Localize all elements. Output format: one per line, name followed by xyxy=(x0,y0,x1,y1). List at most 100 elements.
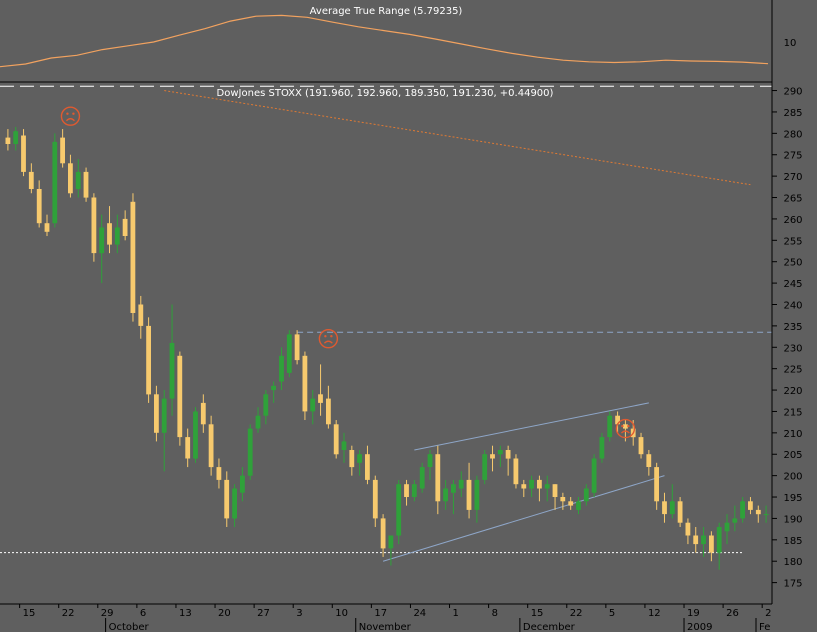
candle-body xyxy=(591,458,597,493)
trendline xyxy=(382,475,665,562)
sad-face-icon xyxy=(318,329,339,349)
x-month-label: December xyxy=(523,622,576,632)
candle-body xyxy=(654,467,659,502)
candle-body xyxy=(662,501,667,515)
candle-body xyxy=(36,189,42,224)
candle-body xyxy=(177,355,183,438)
candle-body xyxy=(677,501,683,523)
sad-faces xyxy=(60,106,636,439)
candle-body xyxy=(169,343,175,399)
candle-body xyxy=(13,131,19,144)
candle xyxy=(68,154,73,198)
candle-body xyxy=(255,415,261,429)
candle-body xyxy=(240,475,245,493)
candle-body xyxy=(388,535,394,549)
candle-body xyxy=(607,415,613,438)
candle xyxy=(138,295,144,339)
candle xyxy=(271,381,276,403)
candle-body xyxy=(114,227,120,245)
candle xyxy=(91,193,97,262)
atr-y-tick-label: 10 xyxy=(784,38,797,49)
y-tick-label: 190 xyxy=(783,514,802,525)
y-tick-label: 225 xyxy=(783,365,802,376)
candle xyxy=(302,351,308,421)
candle xyxy=(279,347,284,391)
candle-body xyxy=(396,484,402,536)
candle-body xyxy=(529,479,534,489)
y-tick-label: 235 xyxy=(783,322,802,333)
candle xyxy=(263,390,269,425)
candle xyxy=(52,133,58,228)
candle xyxy=(404,479,409,506)
x-day-label: 6 xyxy=(140,608,146,619)
y-tick-label: 240 xyxy=(783,300,802,311)
candle-body xyxy=(44,223,50,232)
candle xyxy=(193,407,198,463)
candle-body xyxy=(349,450,355,468)
sad-face-eye xyxy=(330,335,333,338)
candle-body xyxy=(247,428,253,476)
candle xyxy=(763,505,769,523)
sad-face-mouth xyxy=(323,340,333,344)
candle xyxy=(490,445,495,472)
x-day-label: 20 xyxy=(218,608,231,619)
candle-body xyxy=(326,398,331,425)
candle-body xyxy=(232,488,237,519)
candle xyxy=(161,390,167,472)
candle xyxy=(677,497,683,527)
candle xyxy=(505,445,511,476)
candle xyxy=(529,475,534,498)
candle-body xyxy=(208,424,214,468)
candle xyxy=(662,492,667,523)
y-tick-label: 195 xyxy=(783,493,802,504)
candle xyxy=(638,432,644,459)
y-tick-label: 275 xyxy=(783,151,802,162)
candle xyxy=(365,445,370,485)
x-day-label: 13 xyxy=(179,608,192,619)
candle xyxy=(333,420,339,459)
candle-body xyxy=(310,398,316,412)
candle-body xyxy=(638,437,644,455)
x-day-label: 19 xyxy=(687,608,700,619)
candle xyxy=(177,351,183,446)
candle xyxy=(286,330,292,378)
y-tick-label: 255 xyxy=(783,236,802,247)
candle-body xyxy=(521,484,527,489)
candle-body xyxy=(466,479,472,510)
candle-body xyxy=(161,398,167,433)
candle-body xyxy=(544,484,550,489)
candle-body xyxy=(5,137,11,144)
y-tick-label: 180 xyxy=(783,557,802,568)
x-month-label: October xyxy=(109,622,150,632)
candle-body xyxy=(271,385,276,391)
candle xyxy=(154,385,159,442)
candle-body xyxy=(68,163,73,194)
candle xyxy=(693,526,699,553)
candle-body xyxy=(568,501,574,506)
candle-body xyxy=(709,535,714,553)
candle xyxy=(75,159,81,198)
candle-body xyxy=(91,197,97,254)
candle-body xyxy=(716,527,722,553)
candle xyxy=(388,535,394,566)
candle xyxy=(372,475,378,527)
candle-body xyxy=(286,334,292,373)
candle-body xyxy=(755,509,761,515)
x-day-label: 15 xyxy=(23,608,36,619)
price-title: DowJones STOXX (191.960, 192.960, 189.35… xyxy=(217,88,554,99)
candle-body xyxy=(200,402,206,425)
candle xyxy=(5,129,11,151)
trendline xyxy=(414,402,649,451)
candle xyxy=(560,492,566,510)
candle xyxy=(724,514,730,545)
candle xyxy=(122,210,128,241)
y-tick-label: 205 xyxy=(783,450,802,461)
y-tick-label: 290 xyxy=(783,87,802,98)
candle-body xyxy=(146,325,151,395)
candle-body xyxy=(302,355,308,412)
candle xyxy=(466,462,472,519)
candle-body xyxy=(435,454,441,502)
y-tick-label: 280 xyxy=(783,129,802,140)
candle-body xyxy=(83,171,89,198)
candle-body xyxy=(279,355,284,382)
